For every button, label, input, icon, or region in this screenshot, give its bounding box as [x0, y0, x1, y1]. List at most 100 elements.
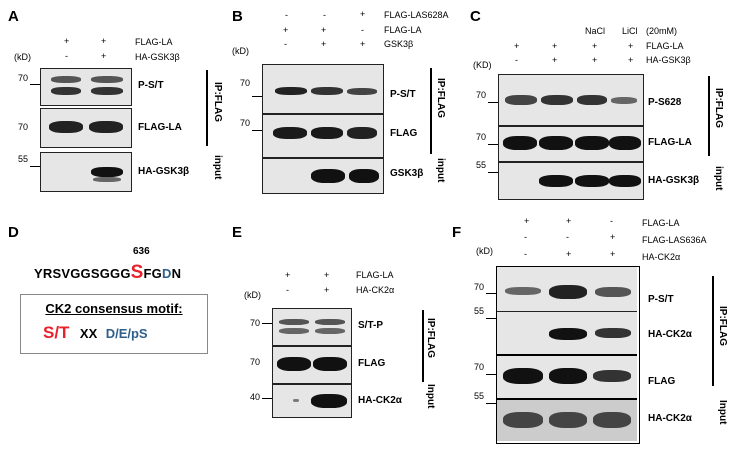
panel-e-marker: 40: [250, 392, 261, 402]
sequence-suffix: N: [171, 266, 182, 281]
panel-a-blot-pst: [40, 68, 132, 106]
band: [279, 328, 309, 334]
panel-c-blot-ha: [498, 162, 644, 200]
band: [595, 287, 631, 297]
panel-a-sign: +: [64, 36, 70, 46]
motif-acidic: D/E/pS: [105, 326, 148, 341]
phosphosite-position: 636: [133, 246, 150, 257]
band: [293, 399, 299, 402]
panel-f-sign: -: [610, 216, 613, 226]
panel-e-row-label: FLAG-LA: [356, 270, 394, 280]
panel-a-sign: -: [65, 51, 68, 61]
band: [505, 287, 541, 295]
band: [593, 370, 631, 382]
panel-c-treatment: LiCl: [622, 26, 638, 36]
marker-tick: [30, 84, 40, 85]
band: [93, 177, 121, 182]
panel-b-blot-flag: [262, 114, 384, 158]
panel-e-blot-label: S/T-P: [358, 320, 384, 331]
panel-f-marker: 55: [474, 306, 485, 316]
panel-b-sign: +: [360, 39, 366, 49]
panel-b-blot-label: FLAG: [390, 128, 418, 139]
motif-title: CK2 consensus motif:: [45, 301, 183, 316]
band: [503, 136, 537, 150]
panel-b-blot-label: P-S/T: [390, 89, 416, 100]
panel-e-row-label: HA-CK2α: [356, 285, 395, 295]
panel-b-sign: +: [360, 9, 366, 19]
panel-b-sign: -: [323, 10, 326, 20]
panel-b-sign: -: [361, 25, 364, 35]
band: [275, 87, 307, 95]
band: [311, 169, 345, 183]
marker-tick: [486, 318, 496, 319]
band: [51, 87, 81, 95]
panel-c-row-label: HA-GSK3β: [646, 55, 691, 65]
panel-a-blot-label: FLAG-LA: [138, 122, 182, 133]
panel-a-blot-ha: [40, 152, 132, 192]
marker-tick: [262, 398, 272, 399]
marker-tick: [30, 166, 40, 167]
panel-e-blot-flag: [272, 346, 352, 384]
marker-tick: [486, 374, 496, 375]
panel-a-blot-label: HA-GSK3β: [138, 166, 190, 177]
panel-f-sign: +: [566, 249, 572, 259]
panel-e-group-ip: IP:FLAG: [425, 318, 436, 358]
panel-c-marker: 55: [476, 160, 487, 170]
marker-tick: [486, 403, 496, 404]
panel-c-concentration: (20mM): [646, 26, 677, 36]
panel-f-sign: +: [524, 216, 530, 226]
panel-a-marker: 55: [18, 154, 29, 164]
group-bracket: [422, 310, 424, 382]
band: [315, 319, 345, 325]
panel-c-row-label: FLAG-LA: [646, 41, 684, 51]
panel-c-group-ip: IP:FLAG: [713, 88, 724, 128]
panel-a-marker: 70: [18, 73, 29, 83]
panel-e-group-input: Input: [425, 384, 436, 409]
panel-f-blot-ck2: [497, 312, 637, 356]
panel-b-row-label: FLAG-LA: [384, 25, 422, 35]
band: [503, 368, 543, 384]
panel-e-marker: 70: [250, 318, 261, 328]
panel-c-sign: -: [515, 55, 518, 65]
band: [311, 127, 343, 139]
marker-tick: [486, 293, 496, 294]
panel-b-blot-gsk: [262, 158, 384, 194]
sequence-prefix: YRSVGGSGGG: [34, 266, 131, 281]
panel-e-sign: +: [324, 285, 330, 295]
motif-box: CK2 consensus motif: S/T XX D/E/pS: [20, 294, 208, 354]
motif-xx: XX: [79, 326, 98, 341]
panel-b-blot-pst: [262, 64, 384, 114]
panel-c-blot-label: FLAG-LA: [648, 137, 692, 148]
panel-a-row-label: FLAG-LA: [135, 37, 173, 47]
panel-f-sign: -: [524, 249, 527, 259]
panel-f-sign: -: [566, 232, 569, 242]
group-bracket: [206, 70, 208, 146]
sequence-fg: FG: [143, 266, 162, 281]
band: [549, 368, 587, 384]
panel-f-sign: +: [566, 216, 572, 226]
group-bracket: [430, 68, 432, 154]
panel-f-row-label: HA-CK2α: [642, 252, 681, 262]
band: [609, 136, 641, 150]
motif-st: S/T: [43, 323, 70, 342]
band: [549, 285, 587, 299]
band: [593, 412, 631, 428]
band: [91, 76, 123, 83]
motif-sequence: S/T XX D/E/pS: [43, 323, 148, 343]
panel-f-blot-flag: [497, 356, 637, 400]
panel-c-blot-label: HA-GSK3β: [648, 175, 700, 186]
panel-b-kd-unit: (kD): [232, 46, 249, 56]
band: [347, 127, 377, 139]
band: [313, 357, 347, 371]
band: [575, 136, 609, 150]
panel-f-sign: +: [610, 232, 616, 242]
panel-c-treatment: NaCl: [585, 26, 606, 36]
panel-b-sign: +: [321, 25, 327, 35]
panel-f-group-ip: IP:FLAG: [717, 306, 728, 346]
panel-b-sign: -: [284, 39, 287, 49]
panel-e-sign: +: [285, 270, 291, 280]
band: [277, 357, 311, 371]
band: [91, 167, 123, 177]
band: [279, 319, 309, 325]
panel-c-marker: 70: [476, 132, 487, 142]
